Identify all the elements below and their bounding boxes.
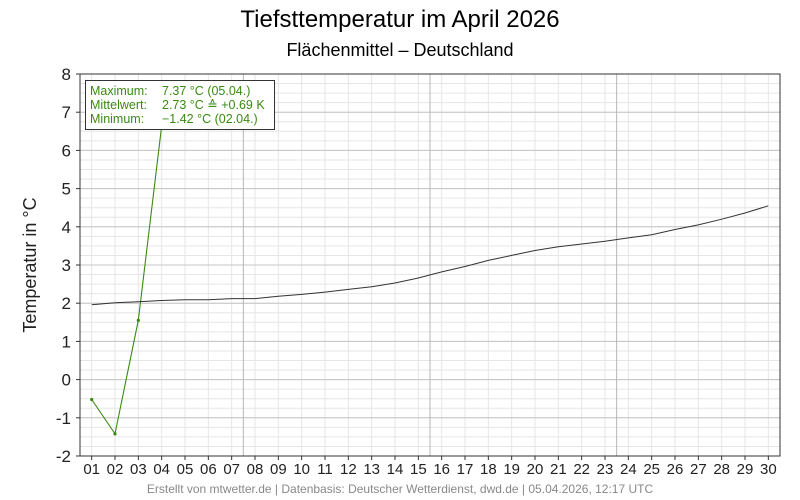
x-tick-label: 16 bbox=[433, 461, 450, 478]
x-tick-label: 27 bbox=[690, 461, 707, 478]
x-tick-label: 25 bbox=[643, 461, 660, 478]
stat-min-date: (02.04.) bbox=[214, 112, 258, 126]
x-tick-label: 02 bbox=[107, 461, 124, 478]
series-line-climate-mean bbox=[91, 205, 769, 306]
stat-min-value: −1.42 °C bbox=[162, 112, 212, 126]
chart-title: Tiefsttemperatur im April 2026 bbox=[240, 6, 560, 33]
x-tick-label: 19 bbox=[503, 461, 520, 478]
stat-mean-value: 2.73 °C bbox=[162, 98, 204, 112]
x-tick-label: 05 bbox=[177, 461, 194, 478]
stat-mean-delta: ≙ +0.69 K bbox=[207, 98, 265, 112]
x-tick-label: 14 bbox=[387, 461, 404, 478]
x-tick-label: 15 bbox=[410, 461, 427, 478]
x-tick-label: 08 bbox=[247, 461, 264, 478]
x-tick-label: 09 bbox=[270, 461, 287, 478]
x-tick-label: 04 bbox=[153, 461, 170, 478]
data-point-observed bbox=[113, 432, 117, 436]
x-tick-label: 24 bbox=[620, 461, 637, 478]
x-tick-label: 12 bbox=[340, 461, 357, 478]
data-point-observed bbox=[90, 397, 94, 402]
y-tick-label: 4 bbox=[62, 218, 71, 237]
x-tick-label: 17 bbox=[457, 461, 474, 478]
data-point-observed bbox=[136, 318, 140, 322]
x-tick-label: 06 bbox=[200, 461, 217, 478]
x-tick-label: 29 bbox=[737, 461, 754, 478]
x-tick-label: 26 bbox=[667, 461, 684, 478]
stat-maximum: Maximum: 7.37 °C (05.04.) bbox=[90, 84, 270, 98]
x-tick-label: 13 bbox=[363, 461, 380, 478]
y-tick-label: -1 bbox=[56, 409, 71, 428]
x-tick-label: 23 bbox=[597, 461, 614, 478]
stat-minimum: Minimum: −1.42 °C (02.04.) bbox=[90, 112, 270, 126]
x-tick-label: 10 bbox=[293, 461, 310, 478]
stat-min-label: Minimum: bbox=[90, 112, 145, 126]
y-tick-label: 0 bbox=[62, 371, 71, 390]
x-tick-label: 22 bbox=[573, 461, 590, 478]
y-tick-label: 3 bbox=[62, 256, 71, 275]
x-axis-ticks: 01 02 03 04 05 06 07 08 09 10 11 12 13 14 15 16 17 18 19 20… bbox=[83, 456, 777, 478]
chart-subtitle: Flächenmittel – Deutschland bbox=[286, 40, 514, 60]
statistics-box: Maximum: 7.37 °C (05.04.) Mittelwert: 2.… bbox=[85, 80, 275, 130]
stat-max-date: (05.04.) bbox=[207, 84, 251, 98]
x-tick-label: 03 bbox=[130, 461, 147, 478]
y-tick-label: -2 bbox=[56, 447, 71, 466]
x-tick-label: 07 bbox=[223, 461, 240, 478]
y-axis-ticks: -2 -1 0 1 2 3 4 5 6 7 8 bbox=[56, 65, 80, 466]
stat-max-label: Maximum: bbox=[90, 84, 148, 98]
x-tick-label: 20 bbox=[527, 461, 544, 478]
y-tick-label: 2 bbox=[62, 294, 71, 313]
x-tick-label: 18 bbox=[480, 461, 497, 478]
stat-mean: Mittelwert: 2.73 °C ≙ +0.69 K bbox=[90, 98, 270, 112]
y-axis-label: Temperatur in °C bbox=[20, 197, 40, 332]
series-layer bbox=[90, 96, 769, 436]
y-tick-label: 5 bbox=[62, 180, 71, 199]
x-tick-label: 28 bbox=[713, 461, 730, 478]
stat-max-value: 7.37 °C bbox=[162, 84, 204, 98]
x-tick-label: 01 bbox=[83, 461, 100, 478]
y-tick-label: 8 bbox=[62, 65, 71, 84]
stat-mean-label: Mittelwert: bbox=[90, 98, 147, 112]
x-tick-label: 30 bbox=[760, 461, 777, 478]
y-tick-label: 7 bbox=[62, 103, 71, 122]
y-tick-label: 6 bbox=[62, 141, 71, 160]
y-tick-label: 1 bbox=[62, 332, 71, 351]
major-grid bbox=[80, 73, 780, 457]
footer-credits: Erstellt von mtwetter.de | Datenbasis: D… bbox=[146, 482, 654, 496]
x-tick-label: 21 bbox=[550, 461, 567, 478]
x-tick-label: 11 bbox=[317, 461, 333, 478]
